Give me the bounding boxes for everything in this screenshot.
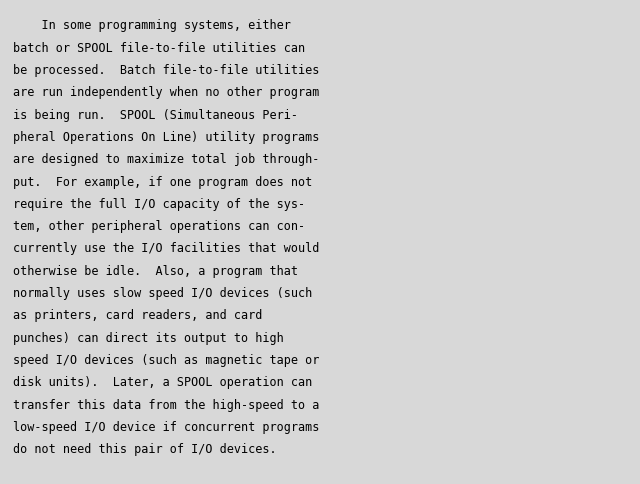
Text: are run independently when no other program: are run independently when no other prog…	[13, 86, 319, 99]
Text: punches) can direct its output to high: punches) can direct its output to high	[13, 331, 284, 344]
Text: In some programming systems, either: In some programming systems, either	[13, 19, 291, 32]
Text: batch or SPOOL file-to-file utilities can: batch or SPOOL file-to-file utilities ca…	[13, 42, 305, 55]
Text: are designed to maximize total job through-: are designed to maximize total job throu…	[13, 153, 319, 166]
Text: put.  For example, if one program does not: put. For example, if one program does no…	[13, 175, 312, 188]
Text: is being run.  SPOOL (Simultaneous Peri-: is being run. SPOOL (Simultaneous Peri-	[13, 108, 298, 121]
Text: otherwise be idle.  Also, a program that: otherwise be idle. Also, a program that	[13, 264, 298, 277]
Text: be processed.  Batch file-to-file utilities: be processed. Batch file-to-file utiliti…	[13, 64, 319, 77]
Text: pheral Operations On Line) utility programs: pheral Operations On Line) utility progr…	[13, 131, 319, 144]
Text: speed I/O devices (such as magnetic tape or: speed I/O devices (such as magnetic tape…	[13, 353, 319, 366]
Text: disk units).  Later, a SPOOL operation can: disk units). Later, a SPOOL operation ca…	[13, 376, 312, 389]
Text: normally uses slow speed I/O devices (such: normally uses slow speed I/O devices (su…	[13, 287, 312, 300]
Text: tem, other peripheral operations can con-: tem, other peripheral operations can con…	[13, 220, 305, 233]
Text: do not need this pair of I/O devices.: do not need this pair of I/O devices.	[13, 442, 276, 455]
Text: as printers, card readers, and card: as printers, card readers, and card	[13, 309, 262, 322]
Text: currently use the I/O facilities that would: currently use the I/O facilities that wo…	[13, 242, 319, 255]
Text: transfer this data from the high-speed to a: transfer this data from the high-speed t…	[13, 398, 319, 411]
Text: low-speed I/O device if concurrent programs: low-speed I/O device if concurrent progr…	[13, 420, 319, 433]
Text: require the full I/O capacity of the sys-: require the full I/O capacity of the sys…	[13, 197, 305, 211]
